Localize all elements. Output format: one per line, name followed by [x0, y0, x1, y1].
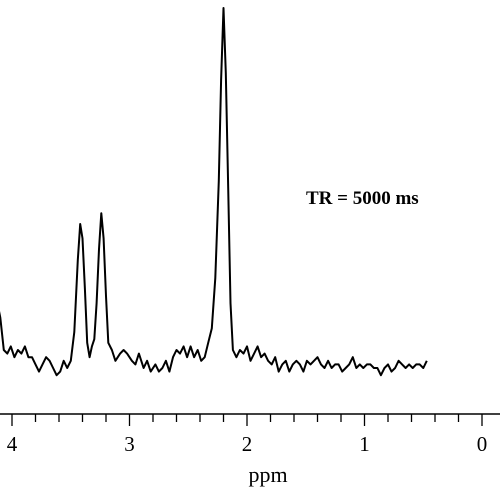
plot-area [0, 7, 428, 377]
spectrum-line [0, 7, 428, 377]
x-axis: 4 3 2 1 0 ppm [0, 413, 500, 487]
x-axis-tick-labels: 4 3 2 1 0 [7, 432, 488, 456]
x-tick-label: 0 [477, 432, 488, 456]
x-axis-ticks [11, 414, 483, 426]
x-axis-title: ppm [248, 462, 287, 487]
tr-annotation: TR = 5000 ms [306, 188, 419, 209]
x-tick-label: 3 [124, 432, 135, 456]
x-tick-label: 4 [7, 432, 18, 456]
x-tick-label: 2 [242, 432, 253, 456]
x-tick-label: 1 [359, 432, 370, 456]
